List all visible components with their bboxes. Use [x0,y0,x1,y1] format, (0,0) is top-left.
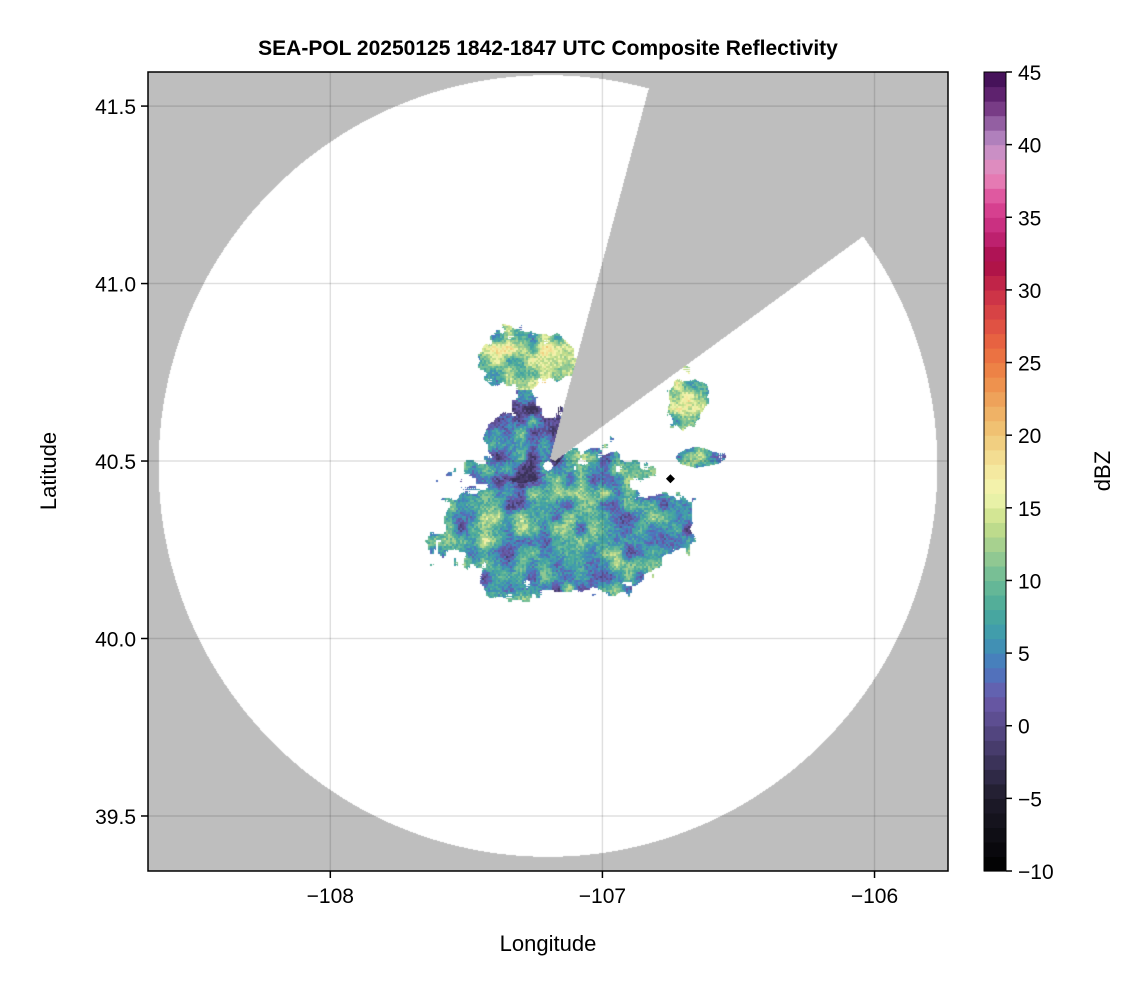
colorbar-tick-label: 35 [1018,207,1041,230]
y-axis: 39.5 40.0 40.5 41.0 41.5 [95,96,148,829]
colorbar-frame [983,71,1007,872]
colorbar-tick-label: 10 [1018,570,1041,593]
colorbar-tick-label: 25 [1018,353,1041,376]
colorbar-level [984,580,1006,596]
colorbar-level [984,667,1006,683]
colorbar-level [984,115,1006,131]
colorbar-level [984,740,1006,756]
y-tick-label: 41.5 [95,96,136,119]
colorbar-level [984,638,1006,654]
colorbar-level [984,609,1006,625]
colorbar-level [984,362,1006,378]
colorbar-level [984,696,1006,712]
colorbar-level [984,231,1006,247]
x-axis-label: Longitude [500,931,597,956]
colorbar-level [984,217,1006,233]
colorbar-level [984,536,1006,552]
colorbar-level [984,101,1006,117]
y-axis-label: Latitude [36,432,61,510]
colorbar-level [984,202,1006,218]
colorbar-level [984,507,1006,523]
colorbar-level [984,72,1006,88]
colorbar-tick-label: 0 [1018,716,1030,739]
colorbar-level [984,289,1006,306]
colorbar-level [984,246,1006,262]
colorbar-level [984,159,1006,175]
colorbar-level [984,624,1006,640]
colorbar-tick-label: −5 [1018,788,1042,811]
colorbar-level [984,827,1006,843]
colorbar-level [984,754,1006,770]
colorbar-level [984,798,1006,814]
colorbar: −10 −5 0 5 10 15 20 25 30 35 40 45 [983,62,1054,884]
colorbar-level [984,464,1006,480]
colorbar-level [984,260,1006,276]
colorbar-tick-label: 5 [1018,643,1030,666]
colorbar-level [984,478,1006,494]
colorbar-tick-label: 40 [1018,135,1041,158]
colorbar-level [984,711,1006,727]
colorbar-level [984,856,1006,872]
colorbar-level [984,725,1006,741]
markers [665,474,675,484]
plot-frame [147,71,949,872]
colorbar-level [984,173,1006,189]
colorbar-level [984,144,1006,160]
colorbar-tick-label: 20 [1018,425,1041,448]
colorbar-label: dBZ [1090,451,1115,491]
y-tick-label: 40.0 [95,629,136,652]
colorbar-level [984,86,1006,102]
chart-title: SEA-POL 20250125 1842-1847 UTC Composite… [258,37,838,60]
colorbar-level [984,420,1006,436]
x-axis: −108 −107 −106 [307,871,898,908]
y-tick-label: 40.5 [95,451,136,474]
colorbar-level [984,551,1006,567]
colorbar-level [984,406,1006,422]
colorbar-tick-label: 45 [1018,62,1041,85]
colorbar-level [984,594,1006,611]
colorbar-level [984,769,1006,785]
x-tick-label: −107 [579,885,626,908]
colorbar-level [984,304,1006,320]
colorbar-level [984,348,1006,364]
x-tick-label: −108 [307,885,354,908]
reflectivity-image [148,72,948,871]
colorbar-level [984,391,1006,407]
y-tick-label: 39.5 [95,806,136,829]
colorbar-level [984,653,1006,669]
colorbar-level [984,812,1006,829]
colorbar-level [984,130,1006,146]
colorbar-tick-label: 30 [1018,280,1041,303]
colorbar-level [984,565,1006,582]
x-tick-label: −106 [851,885,898,908]
colorbar-level [984,682,1006,698]
grid-lines [148,72,948,871]
colorbar-level [984,841,1006,858]
colorbar-level [984,333,1006,349]
colorbar-level [984,449,1006,465]
y-tick-label: 41.0 [95,274,136,297]
colorbar-level [984,783,1006,799]
colorbar-tick-label: −10 [1018,861,1054,884]
colorbar-level [984,493,1006,509]
colorbar-tick-label: 15 [1018,498,1041,521]
colorbar-level [984,318,1006,335]
colorbar-level [984,435,1006,451]
diamond-marker [665,474,675,484]
colorbar-level [984,188,1006,204]
colorbar-level [984,522,1006,538]
plot-area [148,72,948,871]
colorbar-level [984,377,1006,393]
colorbar-level [984,275,1006,291]
